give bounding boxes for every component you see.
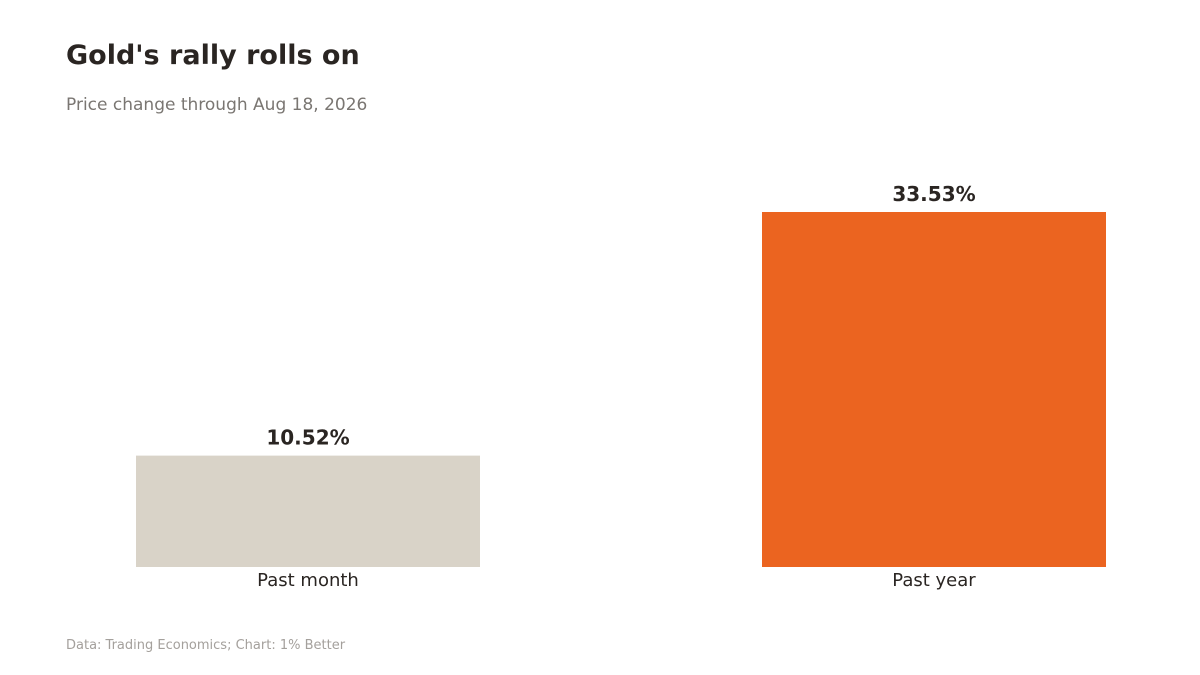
source-note: Data: Trading Economics; Chart: 1% Bette… bbox=[66, 638, 346, 653]
category-label-past-month: Past month bbox=[257, 570, 359, 591]
chart-subtitle: Price change through Aug 18, 2026 bbox=[66, 95, 368, 115]
bar-past-year bbox=[762, 212, 1106, 567]
data-label-past-year: 33.53% bbox=[892, 182, 975, 206]
chart-title: Gold's rally rolls on bbox=[66, 40, 360, 71]
bar-past-month bbox=[136, 455, 480, 567]
category-label-past-year: Past year bbox=[892, 570, 976, 591]
data-label-past-month: 10.52% bbox=[266, 426, 349, 450]
